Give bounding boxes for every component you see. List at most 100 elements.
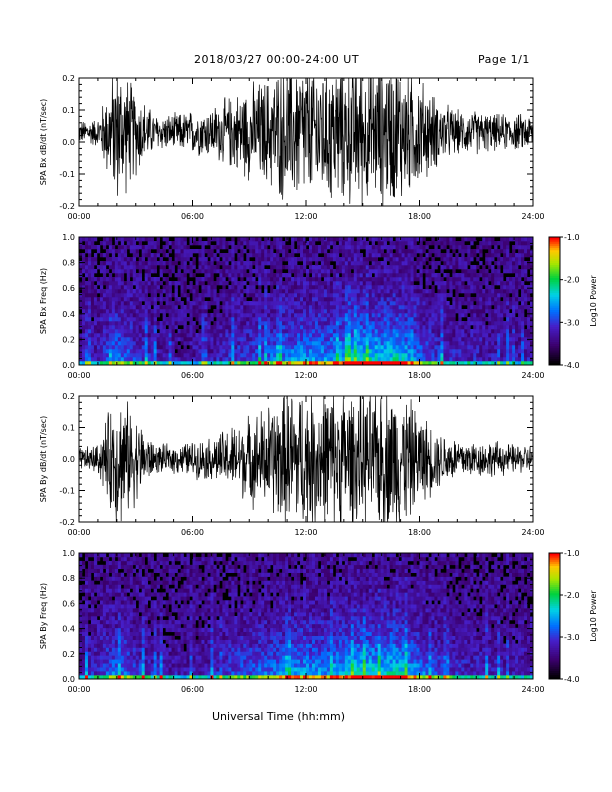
- spectrogram-cell: [246, 293, 250, 298]
- spectrogram-cell: [449, 357, 453, 362]
- spectrogram-cell: [294, 309, 298, 314]
- spectrogram-cell: [506, 337, 510, 342]
- spectrogram-cell: [282, 341, 286, 346]
- spectrogram-cell: [96, 361, 101, 366]
- spectrogram-cell: [356, 349, 361, 354]
- spectrogram-cell: [225, 349, 229, 354]
- spectrogram-cell: [201, 325, 205, 330]
- spectrogram-cell: [96, 281, 101, 286]
- spectrogram-cell: [482, 289, 486, 294]
- spectrogram-cell: [449, 285, 453, 290]
- spectrogram-cell: [416, 349, 420, 354]
- spectrogram-cell: [234, 265, 238, 270]
- spectrogram-cell: [126, 273, 131, 278]
- spectrogram-cell: [117, 301, 122, 306]
- spectrogram-cell: [126, 361, 131, 366]
- spectrogram-cell: [485, 241, 489, 246]
- spectrogram-cell: [521, 337, 525, 342]
- spectrogram-cell: [383, 297, 387, 302]
- spectrogram-cell: [231, 313, 235, 318]
- spectrogram-cell: [392, 361, 396, 366]
- spectrogram-cell: [87, 253, 92, 258]
- spectrogram-cell: [231, 309, 235, 314]
- spectrogram-cell: [90, 337, 95, 342]
- spectrogram-cell: [255, 241, 259, 246]
- spectrogram-cell: [264, 321, 268, 326]
- spectrogram-cell: [207, 277, 211, 282]
- spectrogram-cell: [503, 357, 507, 362]
- spectrogram-cell: [120, 241, 125, 246]
- spectrogram-cell: [90, 273, 95, 278]
- spectrogram-cell: [317, 325, 322, 330]
- spectrogram-cell: [84, 361, 89, 366]
- spectrogram-cell: [308, 277, 313, 282]
- spectrogram-cell: [228, 309, 232, 314]
- spectrogram-cell: [437, 309, 441, 314]
- colorbar-band: [549, 303, 560, 306]
- spectrogram-cell: [153, 341, 157, 346]
- spectrogram-cell: [347, 301, 352, 306]
- spectrogram-cell: [123, 297, 128, 302]
- colorbar-band: [549, 326, 560, 330]
- spectrogram-cell: [467, 281, 471, 286]
- spectrogram-cell: [347, 325, 352, 330]
- spectrogram-cell: [144, 333, 148, 338]
- spectrogram-cell: [323, 245, 328, 250]
- spectrogram-cell: [326, 309, 331, 314]
- spectrogram-cell: [410, 297, 414, 302]
- spectrogram-cell: [437, 281, 441, 286]
- spectrogram-cell: [329, 333, 334, 338]
- spectrogram-cell: [338, 349, 343, 354]
- spectrogram-cell: [162, 333, 166, 338]
- spectrogram-cell: [291, 333, 295, 338]
- spectrogram-cell: [311, 289, 316, 294]
- spectrogram-cell: [222, 329, 226, 334]
- spectrogram-cell: [79, 341, 83, 346]
- spectrogram-cell: [317, 341, 322, 346]
- spectrogram-cell: [174, 253, 178, 258]
- spectrogram-cell: [243, 249, 247, 254]
- spectrogram-cell: [81, 675, 86, 680]
- spectrogram-cell: [407, 269, 411, 274]
- spectrogram-cell: [392, 289, 396, 294]
- spectrogram-cell: [431, 333, 435, 338]
- spectrogram-cell: [389, 265, 393, 270]
- spectrogram-cell: [362, 261, 367, 266]
- spectrogram-cell: [303, 317, 307, 322]
- spectrogram-cell: [156, 245, 160, 250]
- spectrogram-cell: [503, 289, 507, 294]
- spectrogram-cell: [90, 619, 95, 625]
- spectrogram-cell: [335, 325, 340, 330]
- spectrogram-cell: [407, 241, 411, 246]
- spectrogram-cell: [153, 357, 157, 362]
- spectrogram-cell: [285, 345, 289, 350]
- spectrogram-cell: [79, 608, 83, 613]
- spectrogram-cell: [135, 333, 140, 338]
- spectrogram-cell: [476, 265, 480, 270]
- spectrogram-cell: [135, 313, 140, 318]
- spectrogram-cell: [219, 289, 223, 294]
- spectrogram-cell: [243, 345, 247, 350]
- spectrogram-cell: [126, 237, 131, 242]
- spectrogram-cell: [326, 341, 331, 346]
- spectrogram-cell: [527, 241, 531, 246]
- spectrogram-cell: [350, 249, 355, 254]
- spectrogram-cell: [359, 321, 364, 326]
- spectrogram-cell: [183, 253, 187, 258]
- spectrogram-cell: [255, 325, 259, 330]
- spectrogram-cell: [165, 241, 169, 246]
- spectrogram-cell: [237, 321, 241, 326]
- spectrogram-cell: [126, 257, 131, 262]
- spectrogram-cell: [216, 357, 220, 362]
- spectrogram-cell: [303, 297, 307, 302]
- spectrogram-cell: [255, 253, 259, 258]
- spectrogram-cell: [503, 333, 507, 338]
- spectrogram-cell: [443, 273, 447, 278]
- spectrogram-cell: [165, 357, 169, 362]
- spectrogram-cell: [261, 313, 265, 318]
- spectrogram-cell: [79, 361, 83, 366]
- spectrogram-cell: [225, 309, 229, 314]
- spectrogram-cell: [79, 604, 83, 609]
- spectrogram-cell: [347, 253, 352, 258]
- spectrogram-cell: [81, 659, 86, 664]
